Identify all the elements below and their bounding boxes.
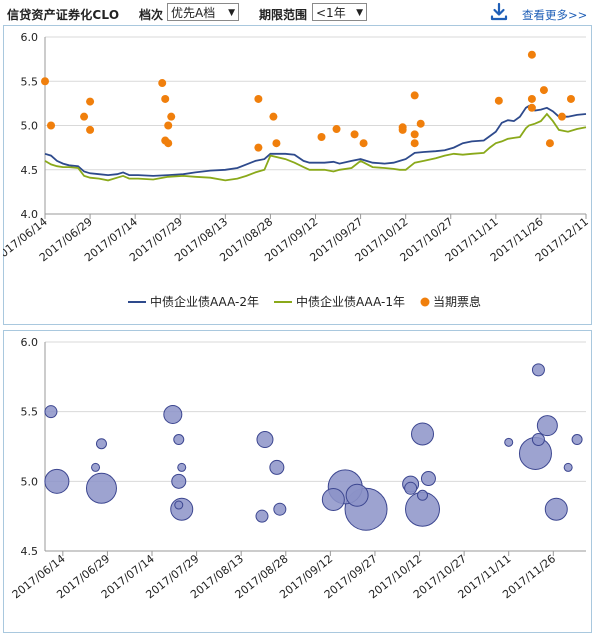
bubble <box>44 405 58 419</box>
bubble <box>417 489 429 501</box>
legend-label: 中债企业债AAA-1年 <box>296 294 405 309</box>
coupon-point <box>410 139 419 148</box>
coupon-point <box>527 94 536 103</box>
bubble <box>531 363 545 377</box>
bubble <box>174 500 184 510</box>
chevron-down-icon: ▼ <box>356 8 363 18</box>
coupon-point <box>398 125 407 134</box>
y-tick-label: 4.5 <box>21 164 39 177</box>
term-select[interactable]: <1年 ▼ <box>312 3 367 21</box>
bubble <box>173 434 185 446</box>
tier-select-value: 优先A档 <box>171 6 216 20</box>
bubble <box>420 471 436 487</box>
coupon-point <box>527 50 536 59</box>
toolbar: 信贷资产证券化CLO 档次 优先A档 ▼ 期限范围 <1年 ▼ 查看更多>> <box>0 0 597 26</box>
legend-label: 当期票息 <box>433 294 481 309</box>
series-line <box>44 112 587 182</box>
bubble <box>171 473 187 489</box>
bubble <box>411 422 435 446</box>
coupon-point <box>545 139 554 148</box>
coupon-point <box>80 112 89 121</box>
bubble <box>85 472 117 504</box>
coupon-point <box>332 125 341 134</box>
term-select-value: <1年 <box>316 6 346 20</box>
coupon-point <box>161 94 170 103</box>
y-tick-label: 5.5 <box>21 406 39 419</box>
page-title: 信贷资产证券化CLO <box>7 8 120 22</box>
bubble <box>95 438 107 450</box>
coupon-point <box>47 121 56 130</box>
coupon-point <box>410 91 419 100</box>
bubble <box>269 459 285 475</box>
bubble <box>531 433 545 447</box>
bubble <box>91 462 101 472</box>
bubble <box>563 462 573 472</box>
coupon-point <box>167 112 176 121</box>
bubble <box>256 431 274 449</box>
coupon-point <box>272 139 281 148</box>
coupon-point <box>350 130 359 139</box>
coupon-point <box>269 112 278 121</box>
coupon-point <box>410 130 419 139</box>
coupon-point <box>164 121 173 130</box>
bubble-chart: 4.55.05.56.02017/06/142017/06/292017/07/… <box>10 336 586 601</box>
bubble <box>321 487 345 511</box>
rate-chart-panel: 4.0 4.5 5.0 5.5 6.0 2017/06/14 2017/06/29 2017/… <box>3 25 592 325</box>
coupon-point <box>86 125 95 134</box>
coupon-point <box>164 139 173 148</box>
more-link[interactable]: 查看更多>> <box>522 8 588 22</box>
rate-chart: 4.04.55.05.56.02017/06/142017/06/292017/… <box>3 31 591 309</box>
legend-swatch <box>420 297 430 307</box>
coupon-point <box>557 112 566 121</box>
bubble <box>273 502 287 516</box>
tier-select[interactable]: 优先A档 ▼ <box>167 3 239 21</box>
tier-label: 档次 <box>139 8 164 22</box>
bubble <box>536 415 558 437</box>
chevron-down-icon: ▼ <box>228 8 235 18</box>
bubble <box>177 462 187 472</box>
coupon-point <box>494 96 503 105</box>
bubble <box>504 437 514 447</box>
y-tick-label: 5.5 <box>21 75 39 88</box>
bubble <box>345 483 369 507</box>
y-tick-label: 6.0 <box>21 336 39 349</box>
coupon-point <box>416 119 425 128</box>
coupon-point <box>158 79 167 88</box>
coupon-point <box>359 139 368 148</box>
coupon-point <box>254 143 263 152</box>
y-tick-label: 4.5 <box>21 545 39 558</box>
series-line <box>44 104 587 177</box>
bubble <box>571 434 583 446</box>
bubble <box>544 497 568 521</box>
coupon-point <box>41 77 49 86</box>
download-icon[interactable] <box>489 2 509 22</box>
y-tick-label: 5.0 <box>21 475 39 488</box>
coupon-point <box>539 86 548 95</box>
y-tick-label: 4.0 <box>21 208 39 221</box>
coupon-point <box>566 94 575 103</box>
y-tick-label: 5.0 <box>21 120 39 133</box>
coupon-point <box>317 133 326 142</box>
coupon-point <box>254 94 263 103</box>
bubble <box>255 509 269 523</box>
coupon-point <box>86 97 95 106</box>
y-tick-label: 6.0 <box>21 31 39 44</box>
bubble <box>163 404 183 424</box>
bubble-chart-panel: 4.5 5.0 5.5 6.0 2017/06/14 2017/06/29 2017/07/… <box>3 330 592 633</box>
bubble <box>170 497 194 521</box>
legend-label: 中债企业债AAA-2年 <box>150 294 259 309</box>
bubble <box>44 468 70 494</box>
bubble <box>404 481 418 495</box>
coupon-point <box>527 103 536 112</box>
term-label: 期限范围 <box>259 8 308 22</box>
